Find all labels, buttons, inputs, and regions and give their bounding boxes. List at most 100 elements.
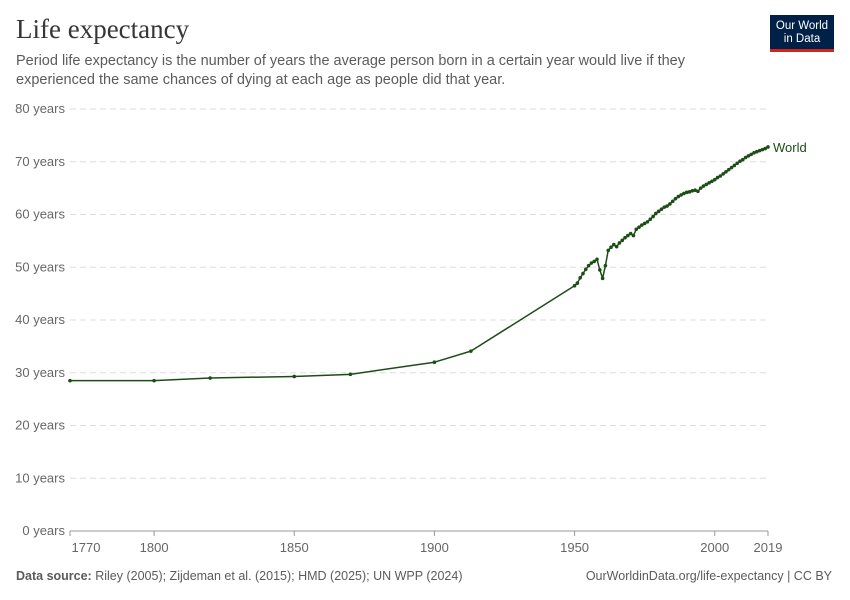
data-point xyxy=(710,179,714,184)
data-point xyxy=(721,172,725,176)
data-point xyxy=(704,182,709,187)
data-point xyxy=(634,227,639,232)
data-point xyxy=(628,231,633,236)
data-point xyxy=(648,217,653,222)
data-point xyxy=(690,188,695,193)
x-tick-label: 1900 xyxy=(420,540,449,555)
data-point xyxy=(676,194,681,199)
data-point xyxy=(651,214,655,219)
data-point xyxy=(701,184,706,188)
data-point xyxy=(626,233,630,238)
y-tick-label: 40 years xyxy=(15,312,65,327)
data-point xyxy=(682,191,686,196)
x-tick-label: 1800 xyxy=(140,540,169,555)
y-tick-label: 70 years xyxy=(15,154,65,169)
data-point xyxy=(715,175,720,180)
data-point xyxy=(754,149,759,154)
x-tick-label: 1950 xyxy=(560,540,589,555)
data-point xyxy=(603,263,608,268)
data-point xyxy=(760,147,765,152)
series-label: World xyxy=(773,140,807,155)
data-point xyxy=(609,245,613,250)
data-point xyxy=(152,378,156,383)
data-point xyxy=(743,155,748,160)
data-point xyxy=(712,177,717,182)
data-point xyxy=(614,244,619,249)
x-tick-label: 1850 xyxy=(280,540,309,555)
data-point xyxy=(766,145,770,149)
x-tick-label: 2019 xyxy=(754,540,783,555)
data-point xyxy=(679,193,683,197)
data-point xyxy=(68,378,72,383)
data-point xyxy=(586,263,591,268)
data-point xyxy=(432,360,437,365)
data-point xyxy=(656,209,661,214)
data-source-text[interactable]: Riley (2005); Zijdeman et al. (2015); HM… xyxy=(95,569,463,583)
data-point xyxy=(642,221,647,226)
data-point xyxy=(718,174,723,178)
data-point xyxy=(740,157,745,162)
data-point xyxy=(292,374,297,379)
data-point xyxy=(623,235,627,240)
data-point xyxy=(645,220,650,224)
chart-title: Life expectancy xyxy=(16,14,190,44)
data-point xyxy=(687,190,692,194)
data-point xyxy=(581,271,585,276)
chart-subtitle: Period life expectancy is the number of … xyxy=(16,53,685,88)
y-tick-label: 80 years xyxy=(15,101,65,116)
data-point xyxy=(598,268,602,272)
x-tick-label: 2000 xyxy=(700,540,729,555)
data-point xyxy=(589,261,594,265)
x-tick-label: 1770 xyxy=(72,540,101,555)
data-point xyxy=(578,276,582,280)
owid-logo[interactable]: Our World in Data xyxy=(770,15,834,52)
data-point xyxy=(631,233,636,238)
data-point xyxy=(662,205,667,209)
y-tick-label: 50 years xyxy=(15,259,65,274)
data-point xyxy=(665,204,669,208)
data-point xyxy=(696,189,700,194)
credit-link[interactable]: OurWorldinData.org/life-expectancy | CC … xyxy=(585,569,832,583)
data-point xyxy=(752,150,756,155)
data-point xyxy=(763,146,767,151)
data-point xyxy=(729,165,734,170)
data-point xyxy=(749,152,753,157)
data-point xyxy=(732,163,737,168)
data-point xyxy=(595,257,599,262)
data-point xyxy=(637,225,641,229)
data-source-label: Data source: xyxy=(16,569,92,583)
data-point xyxy=(208,376,212,380)
data-point xyxy=(620,238,625,243)
data-point xyxy=(640,223,644,227)
data-source: Data source: Riley (2005); Zijdeman et a… xyxy=(16,569,463,583)
y-tick-label: 20 years xyxy=(15,418,65,433)
data-point xyxy=(693,188,697,193)
data-point xyxy=(707,181,711,185)
data-point xyxy=(746,154,751,158)
y-tick-label: 60 years xyxy=(15,207,65,222)
data-point xyxy=(583,267,588,272)
y-tick-label: 0 years xyxy=(22,523,65,538)
data-point xyxy=(592,259,597,264)
data-point xyxy=(698,186,703,190)
data-point xyxy=(654,211,658,216)
data-point xyxy=(659,207,664,212)
data-point xyxy=(724,169,728,174)
data-point xyxy=(612,242,616,247)
y-tick-label: 10 years xyxy=(15,470,65,485)
data-point xyxy=(575,281,580,285)
data-point xyxy=(600,276,605,281)
data-point xyxy=(735,161,739,166)
data-point xyxy=(469,349,473,353)
data-point xyxy=(738,159,742,164)
data-point xyxy=(348,372,353,377)
data-point xyxy=(757,148,762,153)
data-point xyxy=(673,196,678,201)
data-point xyxy=(572,283,577,288)
data-point xyxy=(670,199,675,204)
data-point xyxy=(726,167,731,172)
y-tick-label: 30 years xyxy=(15,365,65,380)
data-point xyxy=(668,202,672,206)
data-point xyxy=(606,248,611,253)
